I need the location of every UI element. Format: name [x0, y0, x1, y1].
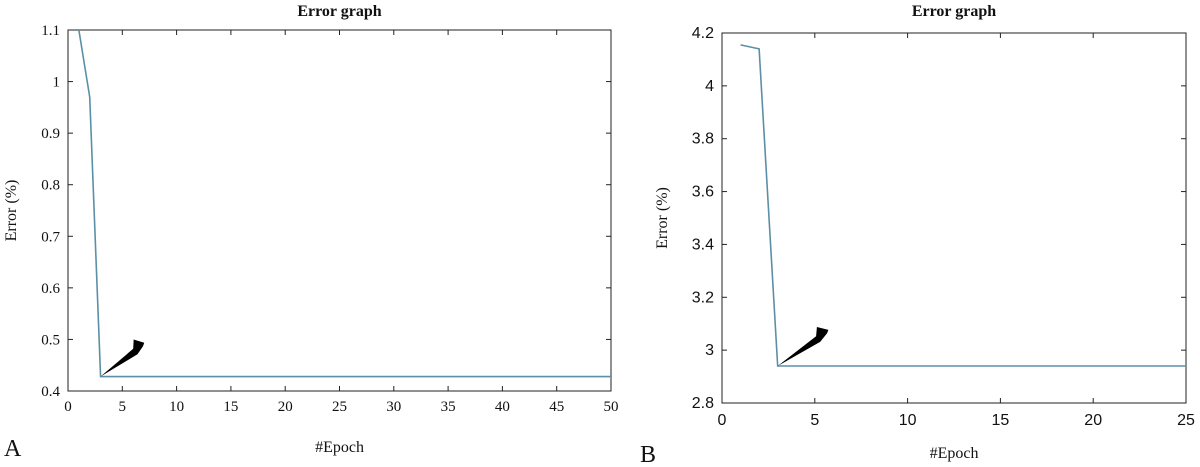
panel-letter: A — [4, 436, 22, 462]
x-axis-label: #Epoch — [930, 445, 979, 462]
x-tick-label: 35 — [441, 399, 456, 415]
y-tick-label: 4.2 — [692, 25, 714, 42]
chart-panel-a: 0 5 10 15 20 25 30 35 40 45 50 0.4 0.5 0.6 0.7 0.8 0.9 1 1… — [3, 3, 619, 462]
x-tick-label: 10 — [169, 399, 184, 415]
y-tick-label: 0.9 — [41, 126, 60, 142]
x-tick-label: 40 — [495, 399, 510, 415]
y-tick-label: 0.7 — [41, 229, 60, 245]
x-tick-label: 25 — [1177, 412, 1195, 429]
x-tick-label: 50 — [604, 399, 619, 415]
y-tick-label: 0.8 — [41, 178, 60, 194]
annotation-arrow — [100, 339, 145, 377]
y-tick-label: 0.6 — [41, 281, 60, 297]
x-tick-label: 15 — [992, 412, 1010, 429]
x-tick-label: 25 — [332, 399, 347, 415]
y-tick-label: 4 — [705, 78, 714, 95]
annotation-arrow — [777, 327, 829, 366]
plot-frame — [721, 32, 1187, 404]
y-tick-label: 2.8 — [692, 395, 714, 412]
x-tick-label: 0 — [64, 399, 72, 415]
series-line — [78, 29, 611, 378]
x-axis-label: #Epoch — [315, 439, 364, 456]
series-line — [740, 44, 1186, 367]
x-tick-label: 20 — [1084, 412, 1102, 429]
plot-frame — [67, 29, 612, 392]
panel-letter: B — [640, 442, 656, 467]
y-tick-label: 0.4 — [41, 384, 60, 400]
y-tick-label: 0.5 — [41, 332, 60, 348]
x-tick-label: 5 — [810, 412, 819, 429]
y-tick-label: 3 — [705, 342, 714, 359]
y-tick-label: 3.4 — [692, 236, 714, 253]
y-tick-label: 3.8 — [692, 131, 714, 148]
y-axis-label: Error (%) — [654, 187, 671, 249]
y-tick-label: 3.6 — [692, 184, 714, 201]
y-tick-label: 1 — [53, 75, 61, 91]
chart-panel-b: 0 5 10 15 20 25 2.8 3 3.2 3.4 3.6 3.8 4 4.2 Error grap… — [640, 3, 1195, 467]
x-tick-label: 5 — [119, 399, 127, 415]
chart-title: Error graph — [912, 3, 996, 20]
x-tick-label: 45 — [549, 399, 564, 415]
chart-title: Error graph — [297, 3, 381, 20]
y-tick-label: 3.2 — [692, 289, 714, 306]
x-tick-label: 20 — [278, 399, 293, 415]
x-tick-label: 0 — [718, 412, 727, 429]
x-tick-label: 30 — [386, 399, 401, 415]
x-tick-label: 15 — [223, 399, 238, 415]
x-tick-label: 10 — [899, 412, 917, 429]
y-axis-label: Error (%) — [3, 180, 20, 242]
y-tick-label: 1.1 — [41, 23, 60, 39]
